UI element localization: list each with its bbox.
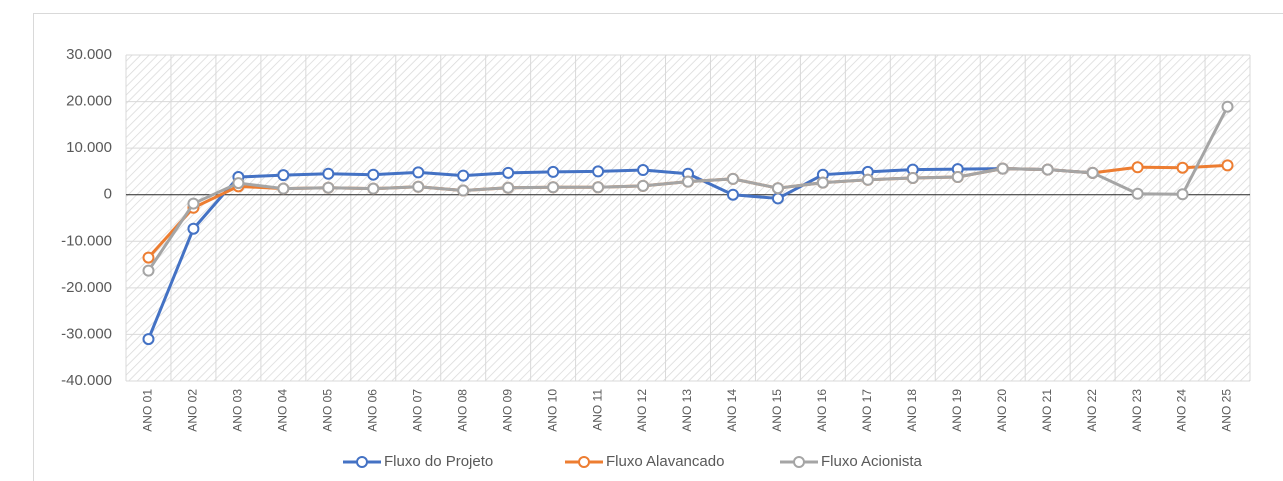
data-point — [1131, 187, 1144, 200]
y-tick-label: 30.000 — [66, 46, 112, 63]
y-tick-label: 0 — [104, 186, 112, 203]
data-point — [232, 177, 245, 190]
x-tick-label: ANO 04 — [276, 389, 290, 432]
data-point — [412, 180, 425, 193]
data-point — [637, 179, 650, 192]
data-point — [996, 162, 1009, 175]
data-point — [187, 197, 200, 210]
data-point — [592, 165, 605, 178]
x-tick-label: ANO 09 — [500, 389, 514, 432]
series-line — [147, 167, 1093, 340]
x-tick-label: ANO 03 — [231, 389, 245, 432]
data-point — [457, 184, 470, 197]
data-point — [502, 181, 515, 194]
data-point — [322, 181, 335, 194]
data-point — [367, 168, 380, 181]
data-point — [1221, 159, 1234, 172]
legend-label: Fluxo do Projeto — [384, 453, 493, 470]
data-point — [951, 171, 964, 184]
data-point — [142, 251, 155, 264]
x-tick-label: ANO 13 — [680, 389, 694, 432]
x-tick-label: ANO 19 — [950, 389, 964, 432]
data-point — [412, 166, 425, 179]
data-point — [1041, 163, 1054, 176]
data-point — [1131, 161, 1144, 174]
y-tick-label: -40.000 — [61, 372, 112, 389]
legend-marker — [793, 456, 805, 468]
data-point — [637, 164, 650, 177]
x-tick-label: ANO 17 — [860, 389, 874, 432]
data-point — [187, 222, 200, 235]
data-point — [682, 175, 694, 188]
data-point — [277, 182, 290, 195]
x-tick-label: ANO 08 — [455, 389, 469, 432]
data-point — [861, 173, 874, 186]
y-tick-label: 20.000 — [66, 93, 112, 110]
data-point — [726, 172, 739, 185]
x-tick-label: ANO 16 — [815, 389, 829, 432]
data-point — [277, 169, 290, 182]
x-tick-label: ANO 18 — [905, 389, 919, 432]
x-tick-label: ANO 15 — [770, 389, 784, 432]
data-point — [1176, 161, 1189, 174]
data-point — [816, 176, 829, 189]
x-tick-label: ANO 23 — [1130, 389, 1144, 432]
data-point — [592, 181, 605, 194]
data-point — [142, 333, 155, 346]
legend-marker — [356, 456, 368, 468]
x-tick-label: ANO 22 — [1085, 389, 1099, 432]
x-tick-label: ANO 06 — [365, 389, 379, 432]
data-point — [726, 188, 739, 201]
x-tick-label: ANO 12 — [635, 389, 649, 432]
data-point — [1176, 188, 1189, 201]
x-tick-label: ANO 20 — [995, 389, 1009, 432]
legend-marker — [578, 456, 590, 468]
data-point — [771, 182, 784, 195]
x-tick-label: ANO 02 — [186, 389, 200, 432]
data-point — [547, 165, 560, 178]
x-tick-label: ANO 24 — [1175, 389, 1189, 432]
plot-area — [126, 55, 1250, 381]
data-point — [906, 171, 919, 184]
data-point — [1086, 166, 1099, 179]
y-tick-label: -10.000 — [61, 232, 112, 249]
legend-label: Fluxo Alavancado — [606, 453, 724, 470]
x-tick-label: ANO 01 — [141, 389, 155, 432]
y-tick-label: -30.000 — [61, 325, 112, 342]
x-tick-label: ANO 10 — [545, 389, 559, 432]
x-tick-label: ANO 21 — [1040, 389, 1054, 432]
data-point — [322, 167, 335, 180]
data-point — [547, 181, 560, 194]
y-tick-label: -20.000 — [61, 279, 112, 296]
y-tick-label: 10.000 — [66, 139, 112, 156]
x-tick-label: ANO 05 — [320, 389, 334, 432]
x-tick-label: ANO 11 — [590, 389, 604, 431]
data-point — [771, 192, 784, 205]
x-tick-label: ANO 25 — [1220, 389, 1234, 432]
legend-label: Fluxo Acionista — [821, 453, 923, 470]
x-tick-label: ANO 07 — [410, 389, 424, 432]
data-point — [502, 166, 515, 179]
data-point — [367, 182, 380, 195]
x-tick-label: ANO 14 — [725, 389, 739, 432]
data-point — [142, 264, 155, 277]
data-point — [1221, 100, 1234, 113]
data-point — [457, 169, 470, 182]
